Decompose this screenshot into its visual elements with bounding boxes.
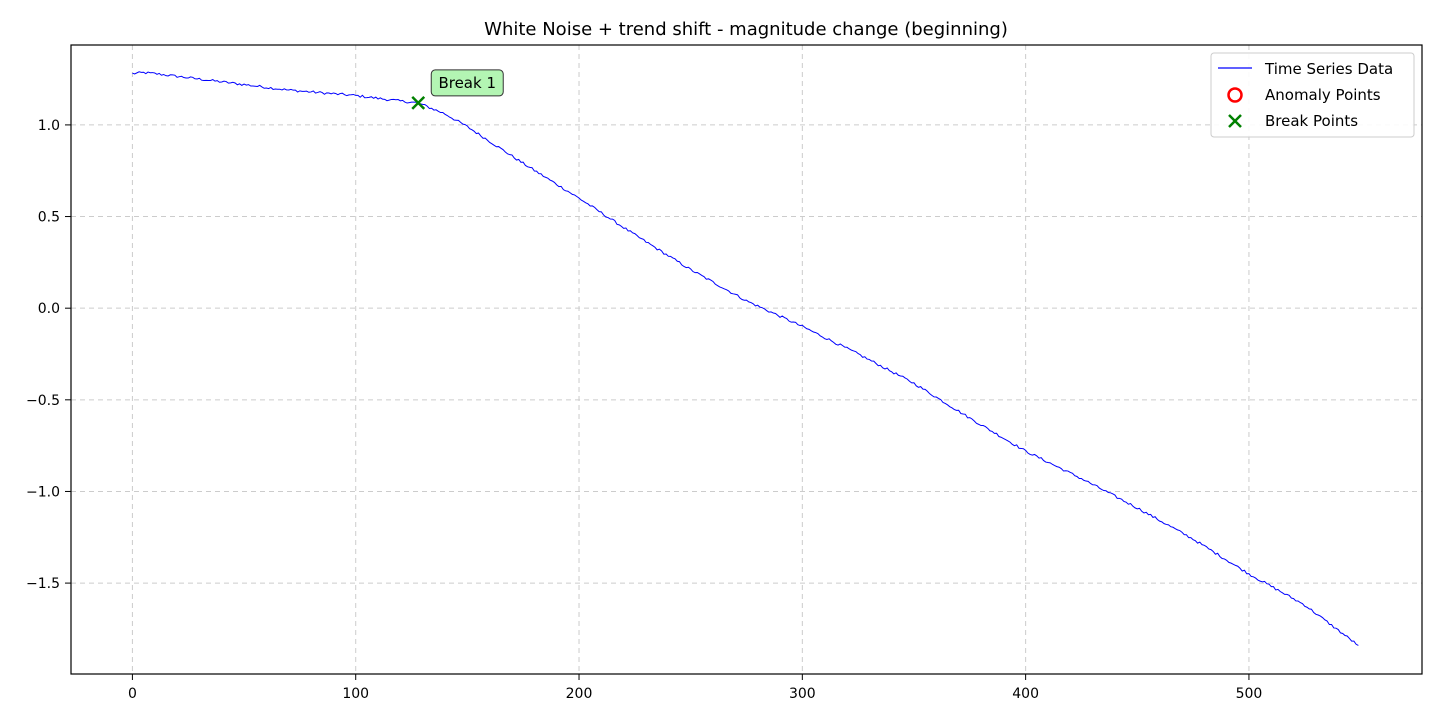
legend-box bbox=[1210, 52, 1415, 138]
plot-frame bbox=[70, 44, 1423, 675]
break-point-marker bbox=[411, 96, 426, 110]
x-tick-label: 500 bbox=[1236, 686, 1263, 702]
annotation-label: Break 1 bbox=[438, 74, 496, 92]
legend-x-swatch bbox=[1228, 114, 1242, 128]
y-tick-label: 0.5 bbox=[38, 210, 60, 226]
series-line-time-series-data bbox=[132, 71, 1359, 646]
y-tick-label: −0.5 bbox=[26, 393, 60, 409]
legend-label: Anomaly Points bbox=[1265, 86, 1381, 104]
y-tick-label: 0.0 bbox=[38, 301, 60, 317]
x-tick-label: 300 bbox=[789, 686, 816, 702]
legend-circle-swatch bbox=[1227, 87, 1243, 103]
x-tick-label: 0 bbox=[128, 686, 137, 702]
y-tick-label: −1.0 bbox=[26, 484, 60, 500]
y-tick-label: −1.5 bbox=[26, 576, 60, 592]
chart-title: White Noise + trend shift - magnitude ch… bbox=[484, 19, 1008, 40]
legend-label: Break Points bbox=[1265, 112, 1358, 130]
y-tick-label: 1.0 bbox=[38, 118, 60, 134]
x-tick-label: 100 bbox=[342, 686, 369, 702]
x-tick-label: 400 bbox=[1012, 686, 1039, 702]
legend-label: Time Series Data bbox=[1264, 60, 1393, 78]
annotation-box bbox=[430, 69, 504, 97]
x-tick-label: 200 bbox=[566, 686, 593, 702]
